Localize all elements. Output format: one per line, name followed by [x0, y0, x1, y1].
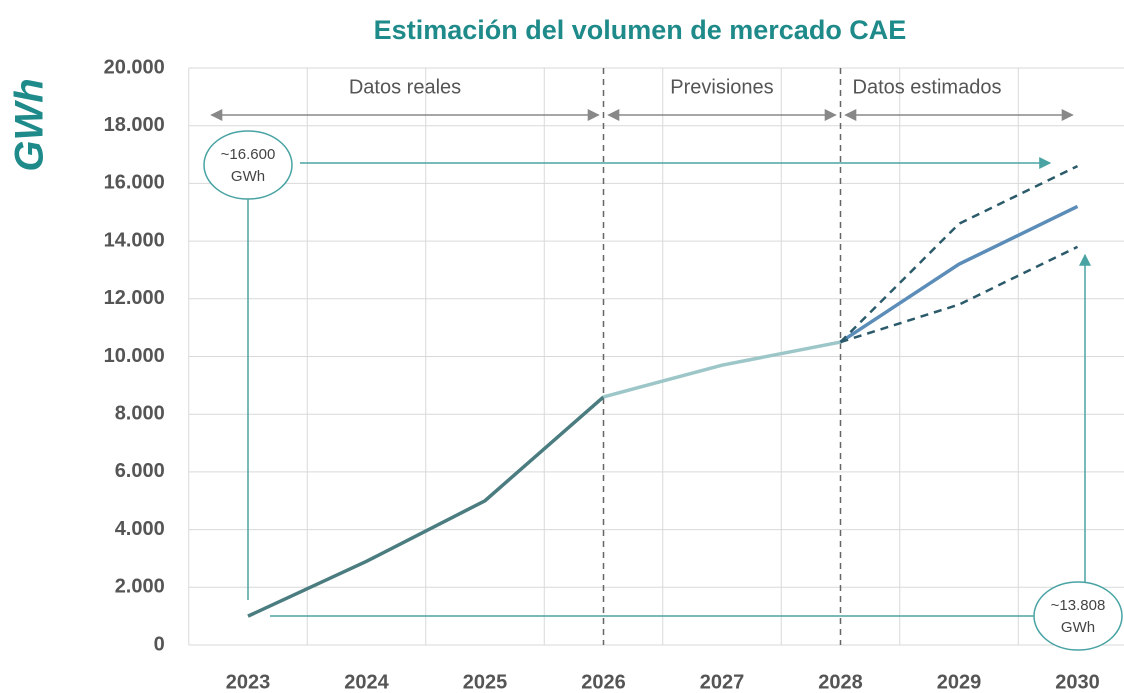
x-tick-label: 2028: [818, 671, 863, 693]
y-tick-label: 2.000: [115, 576, 165, 598]
y-axis-label: GWh: [8, 78, 52, 171]
y-tick-label: 8.000: [115, 402, 165, 424]
x-tick-label: 2023: [226, 671, 271, 693]
series-line: [839, 164, 1079, 343]
y-tick-label: 6.000: [115, 460, 165, 482]
chart-title: Estimación del volumen de mercado CAE: [374, 15, 907, 45]
y-tick-label: 20.000: [104, 56, 165, 78]
x-tick-label: 2030: [1055, 671, 1100, 693]
callout-text: GWh: [1061, 619, 1095, 636]
x-tick-label: 2024: [344, 671, 389, 693]
x-tick-label: 2025: [463, 671, 508, 693]
y-tick-label: 4.000: [115, 518, 165, 540]
region-label: Previsiones: [670, 76, 773, 98]
y-tick-label: 0: [154, 633, 165, 655]
series-line: [839, 204, 1079, 344]
callout-text: GWh: [231, 168, 265, 185]
region-label: Datos estimados: [853, 76, 1002, 98]
y-tick-label: 14.000: [104, 229, 165, 251]
callout-text: ~13.808: [1051, 597, 1106, 614]
callout-bubble: [203, 130, 293, 200]
x-tick-label: 2027: [700, 671, 745, 693]
y-tick-label: 16.000: [104, 172, 165, 194]
callout-bubble: [1033, 581, 1123, 651]
y-tick-label: 18.000: [104, 114, 165, 136]
y-tick-label: 12.000: [104, 287, 165, 309]
y-tick-label: 10.000: [104, 345, 165, 367]
x-tick-label: 2029: [937, 671, 982, 693]
callout-text: ~16.600: [221, 146, 276, 163]
series-line: [603, 340, 841, 399]
x-tick-label: 2026: [581, 671, 626, 693]
series-line: [247, 395, 605, 618]
region-label: Datos reales: [349, 76, 461, 98]
series-line: [840, 245, 1079, 344]
